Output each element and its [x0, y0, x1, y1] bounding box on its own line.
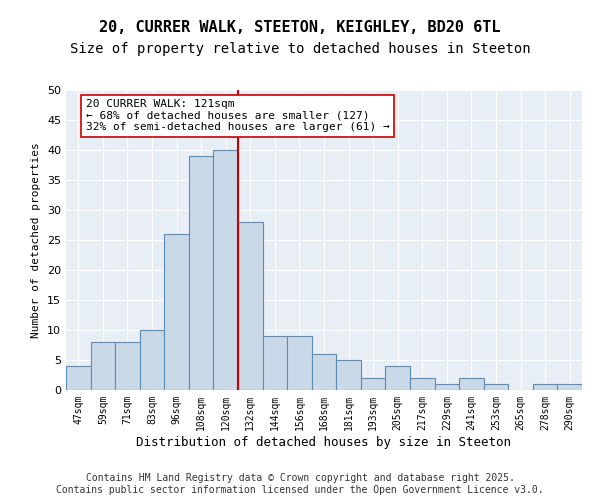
Bar	[434, 384, 459, 390]
Text: Size of property relative to detached houses in Steeton: Size of property relative to detached ho…	[70, 42, 530, 56]
Bar	[214, 150, 238, 390]
Bar	[238, 222, 263, 390]
Bar	[91, 342, 115, 390]
Bar	[459, 378, 484, 390]
Bar	[533, 384, 557, 390]
Text: 20, CURRER WALK, STEETON, KEIGHLEY, BD20 6TL: 20, CURRER WALK, STEETON, KEIGHLEY, BD20…	[99, 20, 501, 35]
Bar	[312, 354, 336, 390]
Bar	[484, 384, 508, 390]
Text: 20 CURRER WALK: 121sqm
← 68% of detached houses are smaller (127)
32% of semi-de: 20 CURRER WALK: 121sqm ← 68% of detached…	[86, 99, 389, 132]
Bar	[140, 330, 164, 390]
Bar	[115, 342, 140, 390]
Bar	[557, 384, 582, 390]
Bar	[410, 378, 434, 390]
Bar	[263, 336, 287, 390]
Bar	[361, 378, 385, 390]
Bar	[385, 366, 410, 390]
Bar	[336, 360, 361, 390]
Text: Contains HM Land Registry data © Crown copyright and database right 2025.
Contai: Contains HM Land Registry data © Crown c…	[56, 474, 544, 495]
Bar	[66, 366, 91, 390]
Y-axis label: Number of detached properties: Number of detached properties	[31, 142, 41, 338]
Bar	[287, 336, 312, 390]
X-axis label: Distribution of detached houses by size in Steeton: Distribution of detached houses by size …	[137, 436, 511, 448]
Bar	[189, 156, 214, 390]
Bar	[164, 234, 189, 390]
